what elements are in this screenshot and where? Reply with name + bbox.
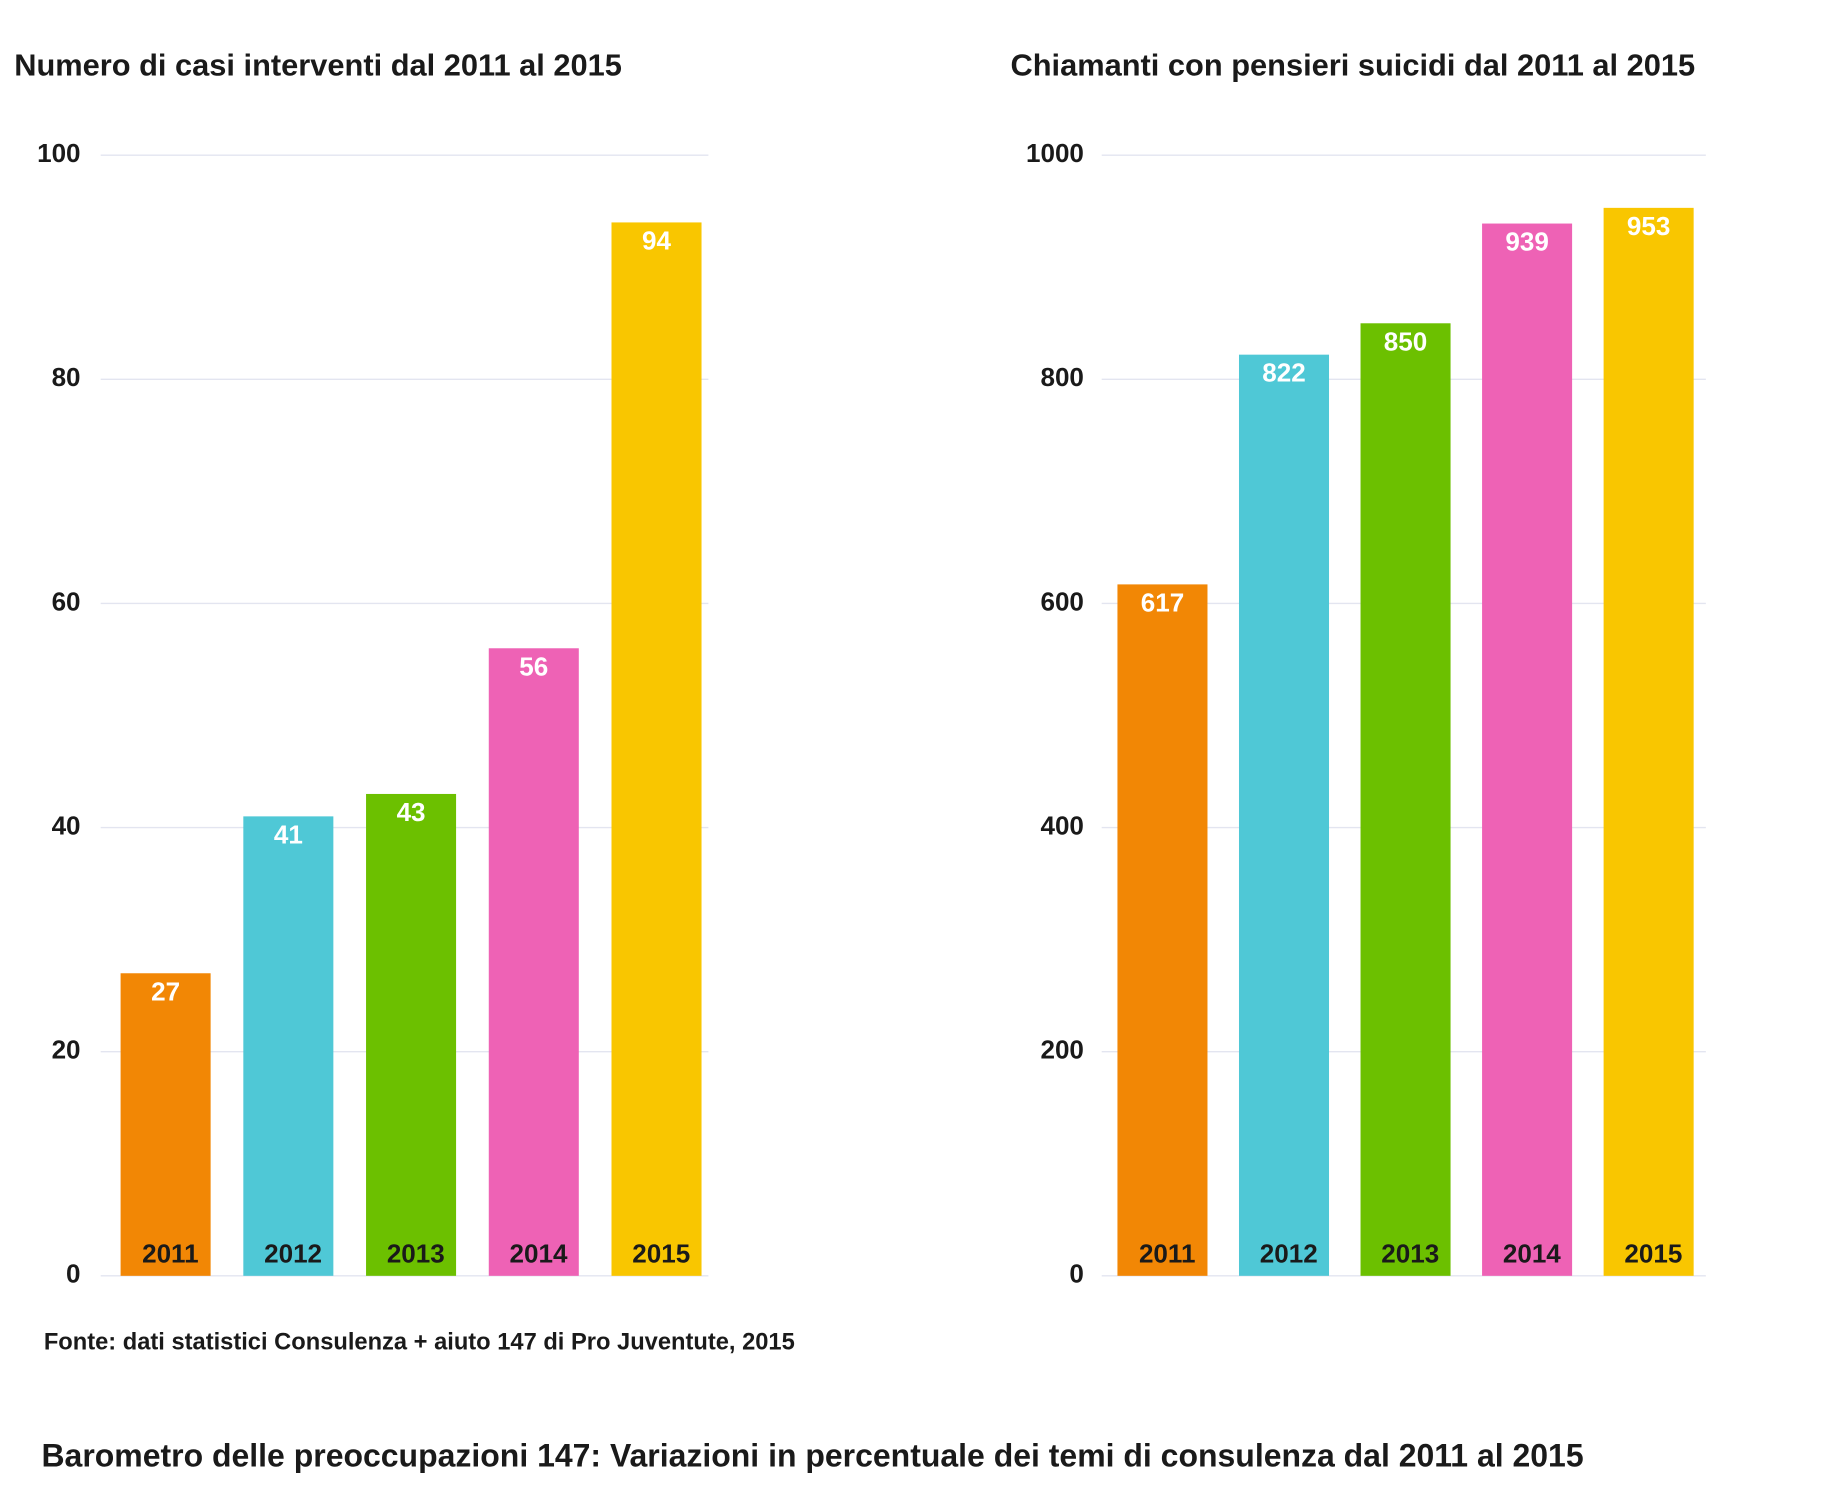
y-tick-label: 800 — [1040, 362, 1083, 392]
y-tick-label: 600 — [1040, 586, 1083, 616]
value-label: 850 — [1384, 326, 1427, 356]
value-label: 953 — [1627, 211, 1670, 241]
x-tick-label: 2013 — [387, 1239, 445, 1269]
x-tick-label: 2014 — [1503, 1239, 1561, 1269]
bar — [1603, 207, 1694, 1276]
bar — [1238, 354, 1330, 1276]
x-tick-label: 2015 — [632, 1239, 690, 1269]
y-tick-label: 400 — [1040, 810, 1083, 840]
y-tick-label: 0 — [66, 1259, 81, 1289]
chart-title: Numero di casi interventi dal 2011 al 20… — [14, 48, 622, 83]
x-tick-label: 2013 — [1381, 1239, 1439, 1269]
y-tick-label: 60 — [52, 586, 81, 616]
y-tick-label: 100 — [37, 138, 80, 168]
x-tick-label: 2014 — [510, 1239, 568, 1269]
footer-heading: Barometro delle preoccupazioni 147: Vari… — [41, 1438, 1583, 1474]
y-tick-label: 80 — [52, 362, 81, 392]
y-tick-label: 0 — [1069, 1259, 1084, 1289]
bar — [1117, 584, 1208, 1276]
x-tick-label: 2011 — [142, 1239, 199, 1269]
bar — [243, 816, 334, 1276]
value-label: 939 — [1505, 227, 1548, 257]
bar — [120, 973, 211, 1276]
x-tick-label: 2012 — [1260, 1239, 1318, 1269]
bar — [488, 648, 579, 1276]
bar — [366, 793, 457, 1276]
bar — [1360, 323, 1451, 1276]
y-tick-label: 40 — [52, 810, 81, 840]
source: Fonte: dati statistici Consulenza + aiut… — [44, 1330, 795, 1356]
x-tick-label: 2011 — [1139, 1239, 1196, 1269]
y-tick-label: 200 — [1040, 1035, 1083, 1065]
value-label: 43 — [397, 797, 426, 827]
y-tick-label: 1000 — [1026, 138, 1084, 168]
y-tick-label: 20 — [52, 1035, 81, 1065]
x-tick-label: 2015 — [1624, 1239, 1682, 1269]
bar — [611, 222, 702, 1276]
value-label: 617 — [1141, 587, 1184, 617]
value-label: 94 — [642, 225, 671, 255]
value-label: 822 — [1262, 358, 1305, 388]
value-label: 56 — [519, 651, 548, 681]
value-label: 41 — [274, 819, 303, 849]
chart-title: Chiamanti con pensieri suicidi dal 2011 … — [1010, 48, 1695, 83]
x-tick-label: 2012 — [264, 1239, 322, 1269]
bar — [1482, 223, 1573, 1276]
value-label: 27 — [151, 976, 180, 1006]
